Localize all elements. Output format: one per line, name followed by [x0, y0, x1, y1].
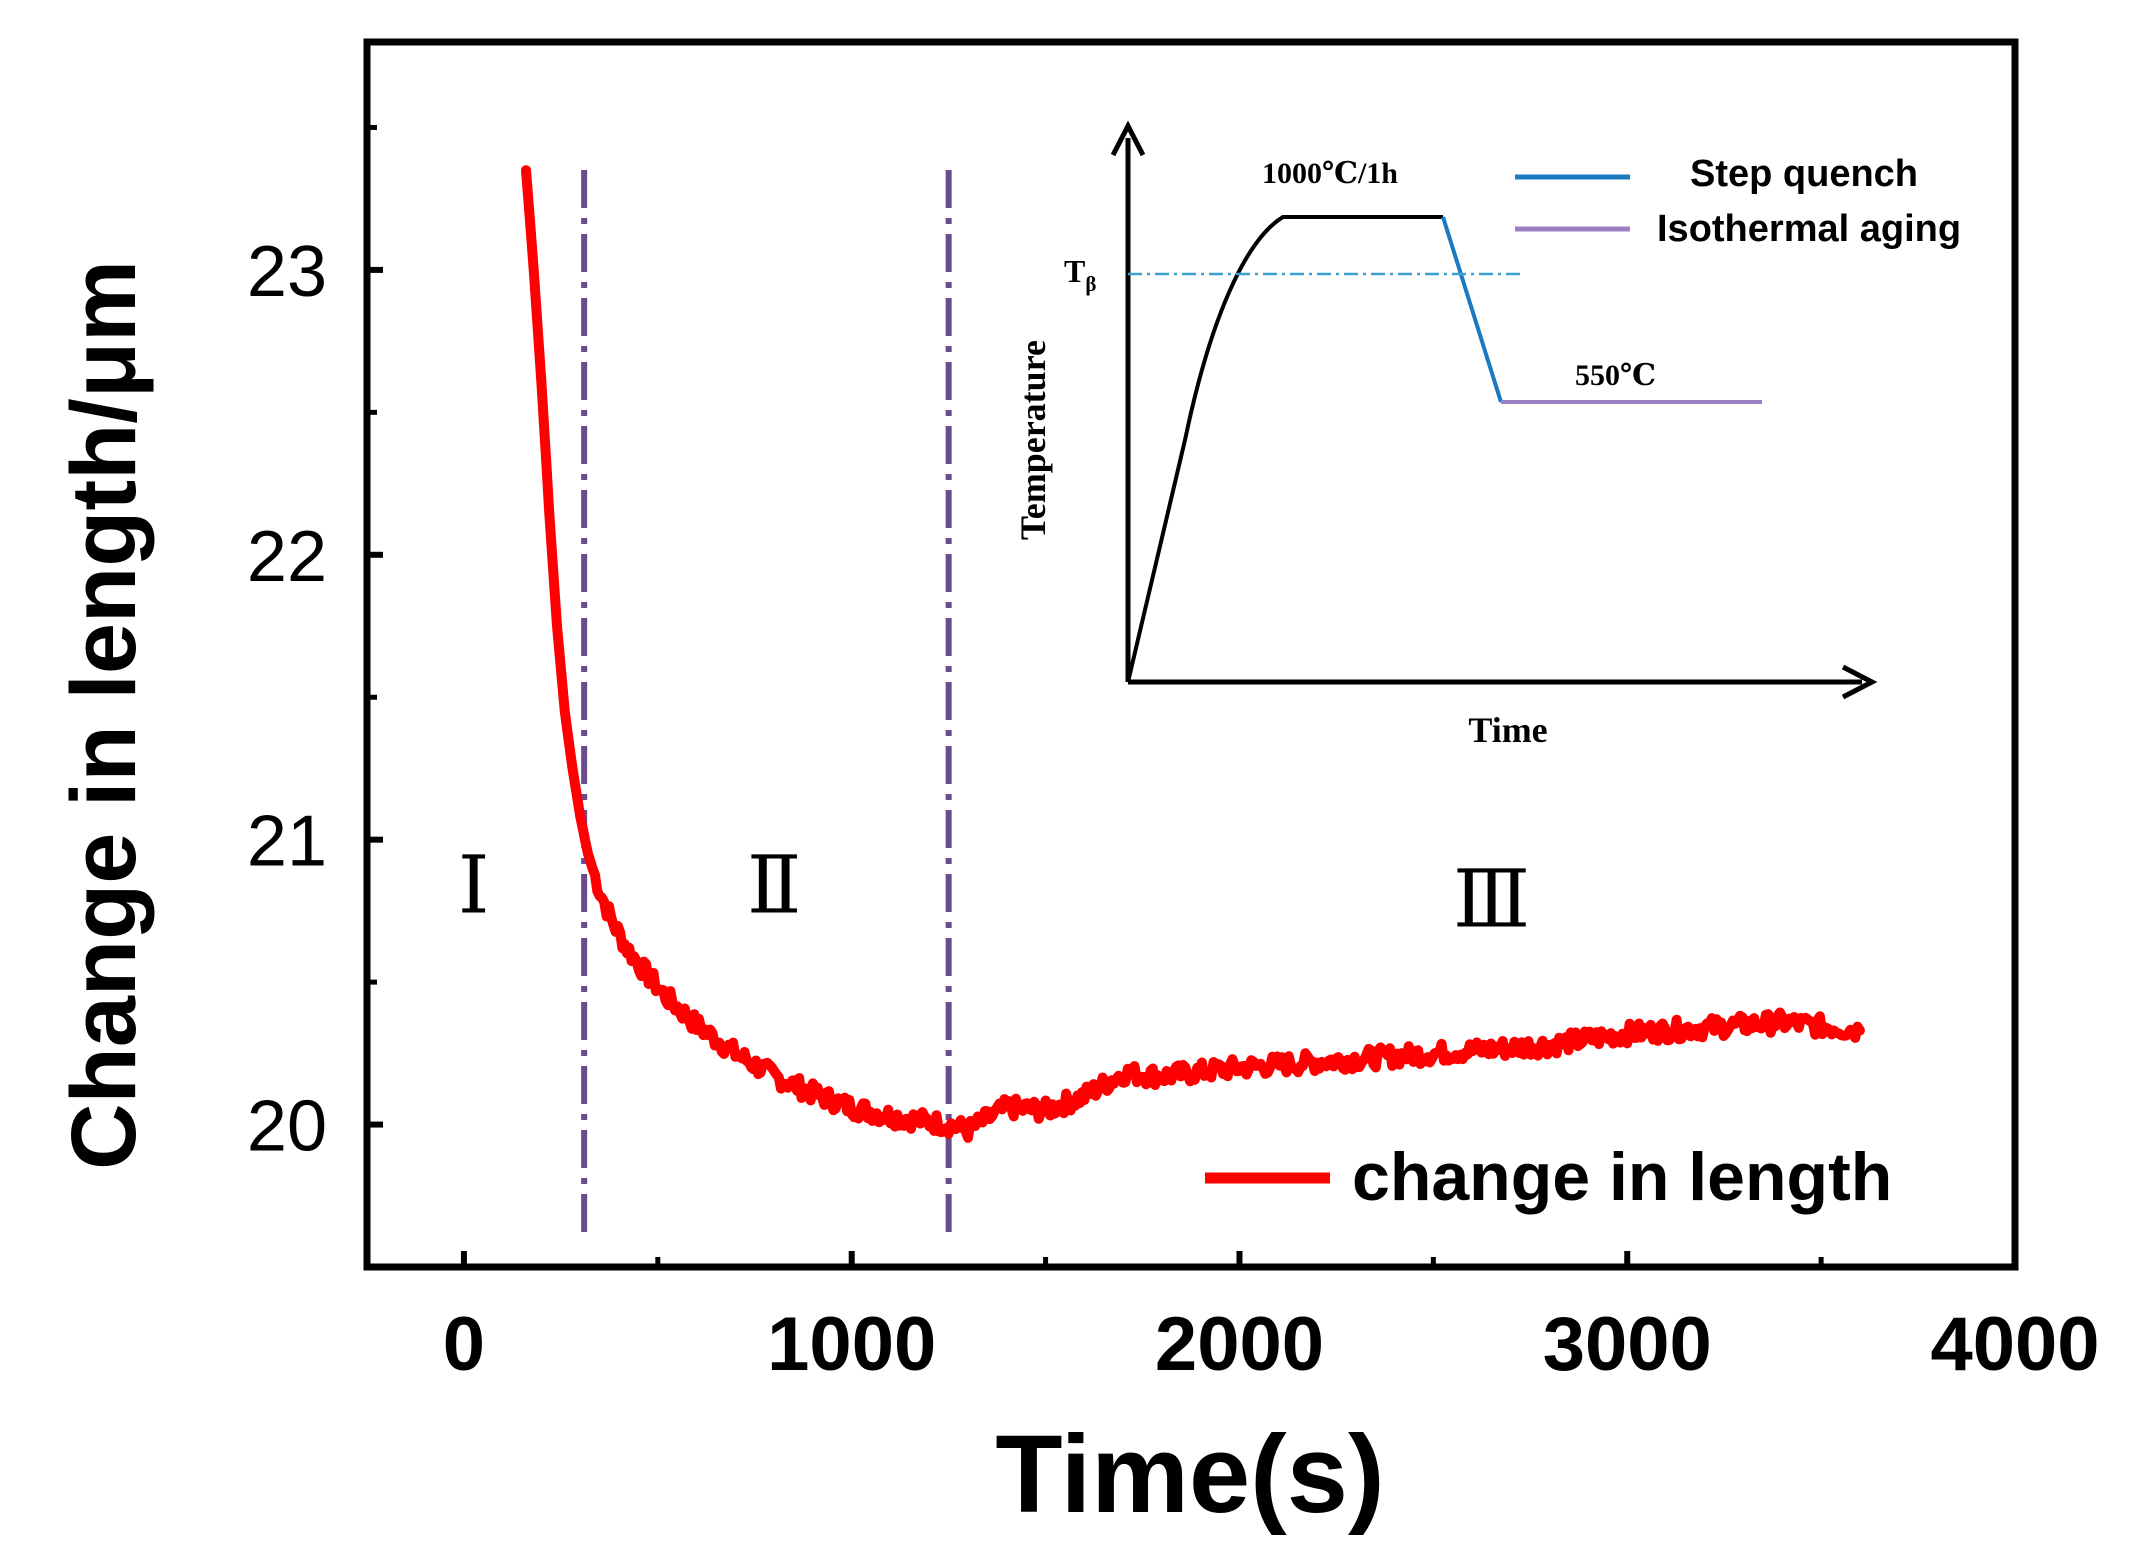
inset-y-arrowhead: [1110, 120, 1146, 157]
inset-tbeta-main: T: [1064, 253, 1085, 289]
inset-x-label: Time: [1468, 710, 1547, 750]
inset-aging-label: 550℃: [1575, 359, 1656, 392]
y-tick-label: 23: [247, 232, 327, 312]
inset-legend-label-step-quench: Step quench: [1690, 153, 1918, 195]
inset-heating-curve: [1126, 215, 1443, 683]
y-axis-label: Change in length/μm: [53, 260, 155, 1170]
inset-hold-label: 1000℃/1h: [1262, 157, 1398, 190]
y-ticks: [367, 124, 383, 1270]
y-tick-label: 22: [247, 517, 327, 597]
series-line-change-in-length: [521, 165, 1865, 1143]
plot-frame: [363, 38, 2019, 1271]
inset-step-quench-line: [1441, 216, 1503, 403]
x-ticks: [460, 1251, 1824, 1267]
vlines: [581, 170, 952, 1240]
inset-legend-label-isothermal-aging: Isothermal aging: [1657, 208, 1961, 250]
x-tick-label: 3000: [1543, 1302, 1712, 1387]
x-tick-label: 4000: [1930, 1302, 2099, 1387]
y-tick-labels: 20 21 22 23: [247, 232, 327, 1167]
inset-tbeta-sub: β: [1085, 272, 1096, 296]
legend: change in length: [1205, 1139, 1892, 1215]
x-axis-label: Time(s): [995, 1413, 1384, 1536]
x-tick-labels: 0 1000 2000 3000 4000: [443, 1302, 2100, 1387]
x-tick-label: 2000: [1155, 1302, 1324, 1387]
inset-y-label: Temperature: [1013, 340, 1053, 540]
legend-label: change in length: [1352, 1139, 1892, 1215]
region-labels: Ⅰ Ⅱ Ⅲ: [458, 842, 1530, 944]
x-tick-label: 0: [443, 1302, 485, 1387]
region-label: Ⅰ: [458, 842, 490, 930]
y-tick-label: 20: [247, 1087, 327, 1167]
region-label: Ⅲ: [1453, 857, 1530, 945]
inset-diagram: 1000℃/1h Tβ 550℃ Temperature Time Step q…: [1013, 120, 1961, 750]
inset-x-arrowhead: [1841, 664, 1878, 700]
region-label: Ⅱ: [747, 842, 801, 930]
inset-tbeta-label: Tβ: [1064, 253, 1096, 296]
x-tick-label: 1000: [767, 1302, 936, 1387]
y-tick-label: 21: [247, 802, 327, 882]
